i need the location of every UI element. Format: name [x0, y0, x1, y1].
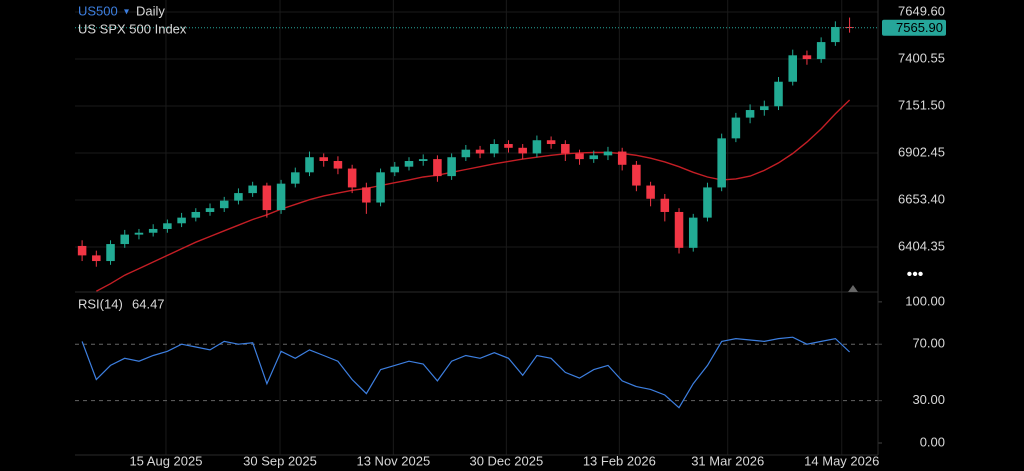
candle-body [831, 26, 840, 43]
x-tick-label: 15 Aug 2025 [129, 453, 202, 468]
interval[interactable]: Daily [136, 3, 165, 18]
candle-body [532, 140, 542, 154]
x-tick-label: 13 Nov 2025 [356, 453, 430, 468]
legend-value: 64.47 [132, 296, 165, 311]
plot [75, 17, 878, 409]
candle-body [447, 157, 456, 177]
candle-body [362, 187, 371, 203]
y-tick-label: 6902.45 [898, 144, 945, 159]
candle-body [802, 55, 812, 60]
candle-body [774, 81, 783, 107]
candle-body [234, 193, 243, 201]
candle-body [589, 155, 599, 160]
candle-body [305, 157, 314, 173]
candle-body [518, 147, 527, 154]
more-menu[interactable]: ••• [907, 266, 924, 283]
last-price-badge [882, 19, 946, 36]
y-tick-label: 6404.35 [898, 238, 945, 253]
candle-body [660, 198, 670, 212]
candle-body [376, 172, 385, 203]
candle-body [418, 159, 428, 162]
y-tick-label: 7400.55 [898, 50, 945, 65]
candle-body [390, 166, 400, 173]
candle-body [333, 161, 343, 169]
candle-body [561, 144, 570, 154]
x-tick-label: 13 Feb 2026 [583, 453, 656, 468]
candle-body [319, 157, 328, 162]
candle-body [191, 211, 201, 218]
candle-body [632, 164, 641, 186]
candle-body [760, 106, 769, 111]
x-tick-label: 14 May 2026 [804, 453, 879, 468]
labels: 15 Aug 2025 30 Sep 2025 13 Nov 2025 30 Dec … [78, 3, 946, 468]
candle-body [816, 42, 826, 60]
x-tick-label: 31 Mar 2026 [691, 453, 764, 468]
candle-body [248, 185, 257, 194]
candle-body [575, 153, 584, 160]
y-tick-label: 7649.60 [898, 3, 945, 18]
candle-body [646, 185, 655, 199]
legend-name: RSI(14) [78, 296, 123, 311]
candle-body [461, 149, 471, 158]
candle-body [475, 149, 485, 154]
candle-body [788, 55, 797, 82]
candle-body [347, 168, 357, 188]
subtitle: US SPX 500 Index [78, 21, 187, 36]
last-price-label: 7565.90 [896, 20, 943, 35]
candle-body [433, 159, 442, 177]
candle-body [717, 138, 726, 188]
candle-body [404, 161, 414, 167]
candle-body [106, 244, 115, 262]
y-tick-label: 100.00 [905, 293, 945, 308]
y-tick-label: 0.00 [920, 434, 945, 449]
candle-body [617, 151, 627, 165]
candle-body [674, 211, 684, 248]
candle-body [703, 187, 712, 218]
y-tick-label: 30.00 [912, 392, 945, 407]
candle-body [490, 144, 499, 154]
x-tick-label: 30 Dec 2025 [469, 453, 543, 468]
marker-triangle [848, 285, 858, 292]
rsi-line [81, 336, 851, 409]
candle-body [688, 217, 698, 248]
candle-body [504, 144, 513, 148]
y-tick-label: 70.00 [912, 336, 945, 351]
y-tick-label: 6653.40 [898, 191, 945, 206]
x-tick-label: 30 Sep 2025 [243, 453, 317, 468]
candle-body [77, 245, 87, 256]
y-tick-label: 7151.50 [898, 97, 945, 112]
candle-body [546, 140, 556, 145]
candle-body [148, 228, 158, 233]
candle-body [163, 223, 172, 229]
candle-body [205, 208, 215, 212]
candle-body [120, 234, 130, 245]
candle-body [177, 217, 186, 224]
candle-body [134, 232, 144, 235]
candle-body [276, 183, 286, 211]
candle-body [745, 110, 755, 118]
candle-body [291, 172, 300, 184]
candle-body [603, 151, 613, 156]
candle-body [731, 117, 741, 139]
candle-body [92, 255, 101, 262]
symbol[interactable]: US500 [78, 3, 118, 18]
candle-body [219, 200, 229, 209]
candle-body [262, 185, 272, 211]
symbol-dropdown[interactable]: ▾ [124, 7, 129, 18]
